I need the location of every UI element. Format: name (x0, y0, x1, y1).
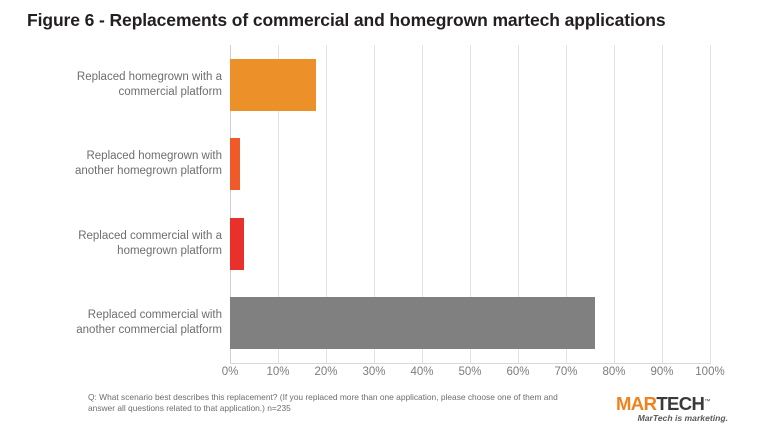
page-title: Figure 6 - Replacements of commercial an… (27, 10, 666, 30)
bar (230, 297, 595, 350)
y-axis-category-label-line: commercial platform (118, 85, 222, 98)
gridline-40% (422, 45, 423, 363)
x-tick-label: 20% (314, 366, 338, 378)
y-axis-category-label-line: Replaced homegrown with a (76, 70, 222, 83)
gridline-80% (614, 45, 615, 363)
gridline-30% (374, 45, 375, 363)
logo-tech-text: TECH (656, 393, 705, 415)
x-tick-label: 90% (650, 366, 674, 378)
x-tick-label: 10% (266, 366, 290, 378)
bar (230, 138, 240, 191)
bar (230, 58, 317, 111)
logo-wordmark: MARTECH™ (616, 393, 746, 413)
y-axis-category-label-line: another homegrown platform (74, 165, 222, 178)
gridline-0% (230, 45, 231, 363)
y-axis-category-label: Replaced homegrown with another homegrown… (30, 149, 222, 179)
footnote: Q: What scenario best describes this rep… (88, 392, 558, 413)
x-tick-label: 40% (410, 366, 434, 378)
footnote-line-2: answer all questions related to that app… (88, 402, 291, 413)
footnote-line-1: Q: What scenario best describes this rep… (88, 392, 558, 402)
logo-tagline: MarTech is marketing. (637, 413, 728, 424)
gridline-70% (566, 45, 567, 363)
gridlines (230, 45, 711, 363)
logo-trademark-icon: ™ (704, 399, 710, 405)
y-axis-category-label-line: Replaced homegrown with (86, 150, 222, 163)
x-axis-labels: 0% 10% 20% 30% 40% 50% 60% 70% 80% 90% 100% (222, 366, 725, 384)
bar (230, 217, 245, 270)
plot-area (230, 45, 711, 363)
gridline-10% (278, 45, 279, 363)
y-axis-category-label: Replaced homegrown with a commercial plat… (30, 70, 222, 100)
gridline-20% (326, 45, 327, 363)
x-tick-label: 0% (221, 366, 239, 378)
x-tick-label: 100% (695, 366, 725, 378)
y-axis-category-label-line: homegrown platform (117, 244, 222, 257)
x-tick-label: 70% (554, 366, 578, 378)
y-axis-labels: Replaced homegrown with a commercial plat… (30, 45, 222, 363)
y-axis-category-label: Replaced commercial with another commerci… (30, 308, 222, 338)
x-tick-label: 30% (362, 366, 386, 378)
gridline-50% (470, 45, 471, 363)
y-axis-category-label: Replaced commercial with a homegrown plat… (30, 229, 222, 259)
y-axis-category-label-line: Replaced commercial with a (78, 229, 222, 242)
martech-logo: MARTECH™ MarTech is marketing. (616, 393, 746, 423)
x-tick-label: 50% (458, 366, 482, 378)
gridline-100% (710, 45, 711, 363)
y-axis-category-label-line: another commercial platform (76, 324, 222, 337)
gridline-90% (662, 45, 663, 363)
logo-mar-text: MAR (616, 393, 657, 415)
x-axis-line (230, 363, 711, 364)
bars-layer (230, 45, 710, 363)
x-tick-label: 80% (602, 366, 626, 378)
y-axis-category-label-line: Replaced commercial with (87, 309, 222, 322)
x-tick-label: 60% (506, 366, 530, 378)
gridline-60% (518, 45, 519, 363)
